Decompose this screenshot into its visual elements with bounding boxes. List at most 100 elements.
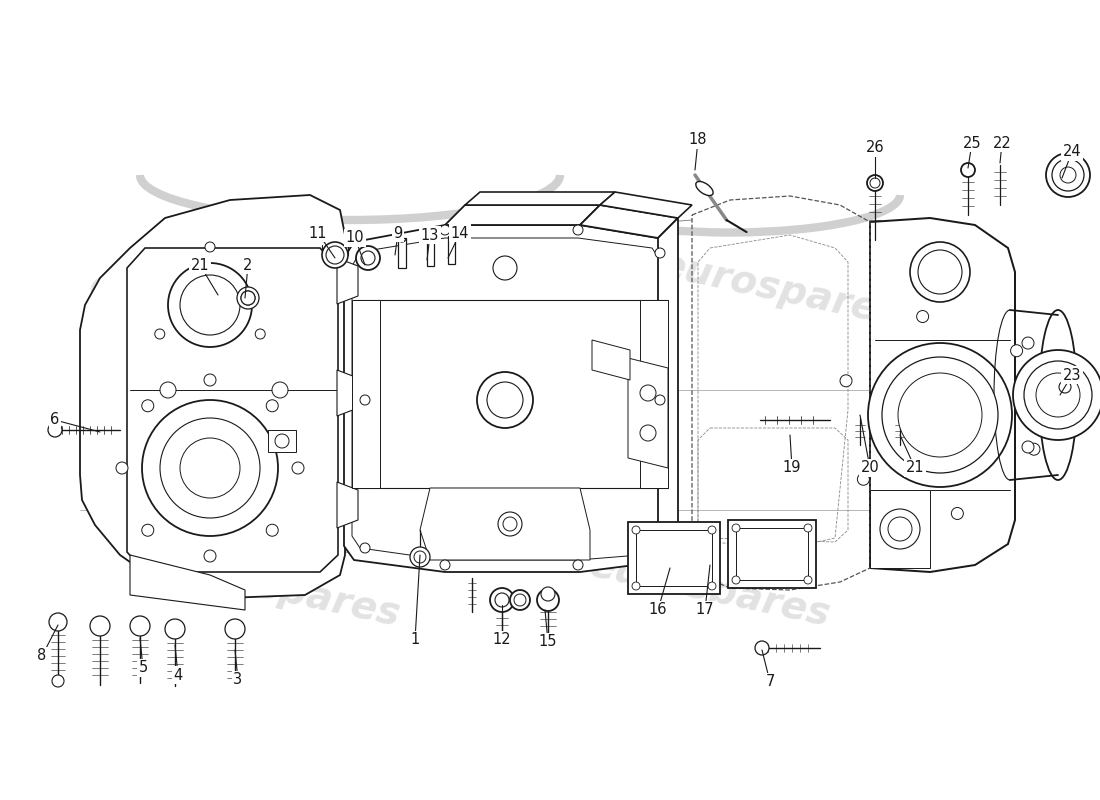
- Bar: [427, 238, 434, 266]
- Circle shape: [160, 418, 260, 518]
- Circle shape: [632, 526, 640, 534]
- Text: 23: 23: [1063, 367, 1081, 382]
- Text: 3: 3: [233, 673, 243, 687]
- Circle shape: [142, 524, 154, 536]
- Text: 14: 14: [451, 226, 470, 241]
- Circle shape: [1024, 361, 1092, 429]
- Circle shape: [1013, 350, 1100, 440]
- Circle shape: [360, 248, 370, 258]
- Circle shape: [275, 434, 289, 448]
- Polygon shape: [592, 340, 630, 380]
- Circle shape: [236, 287, 258, 309]
- Bar: [636, 530, 712, 586]
- Circle shape: [1022, 441, 1034, 453]
- Circle shape: [180, 438, 240, 498]
- Circle shape: [155, 329, 165, 339]
- Circle shape: [487, 382, 522, 418]
- Circle shape: [503, 517, 517, 531]
- Text: 9: 9: [394, 226, 403, 241]
- Circle shape: [867, 175, 883, 191]
- Circle shape: [732, 524, 740, 532]
- Circle shape: [918, 250, 962, 294]
- Circle shape: [804, 524, 812, 532]
- Circle shape: [537, 589, 559, 611]
- Circle shape: [165, 619, 185, 639]
- Circle shape: [50, 613, 67, 631]
- Circle shape: [477, 372, 534, 428]
- Circle shape: [857, 474, 869, 486]
- Circle shape: [573, 225, 583, 235]
- Bar: [398, 238, 406, 268]
- Bar: [628, 522, 720, 594]
- Circle shape: [360, 395, 370, 405]
- Text: 8: 8: [37, 649, 46, 663]
- Circle shape: [573, 560, 583, 570]
- Polygon shape: [870, 490, 930, 568]
- Text: 2: 2: [243, 258, 253, 273]
- Text: 21: 21: [905, 461, 924, 475]
- Circle shape: [255, 329, 265, 339]
- Circle shape: [48, 423, 62, 437]
- Circle shape: [654, 543, 666, 553]
- Circle shape: [52, 675, 64, 687]
- Polygon shape: [600, 192, 692, 218]
- Circle shape: [160, 382, 176, 398]
- Circle shape: [168, 263, 252, 347]
- Circle shape: [440, 225, 450, 235]
- Text: eurospares: eurospares: [586, 546, 834, 634]
- Text: 17: 17: [695, 602, 714, 618]
- Circle shape: [226, 619, 245, 639]
- Circle shape: [1046, 153, 1090, 197]
- Circle shape: [888, 517, 912, 541]
- Polygon shape: [658, 218, 678, 550]
- Bar: [268, 430, 296, 452]
- Ellipse shape: [1040, 310, 1077, 480]
- Circle shape: [204, 374, 216, 386]
- Polygon shape: [640, 300, 668, 488]
- Text: 7: 7: [766, 674, 774, 690]
- Polygon shape: [580, 205, 678, 238]
- Circle shape: [868, 343, 1012, 487]
- Text: eurospares: eurospares: [406, 236, 654, 324]
- Text: 11: 11: [309, 226, 328, 241]
- Circle shape: [632, 582, 640, 590]
- Circle shape: [910, 242, 970, 302]
- Bar: [448, 236, 455, 264]
- Circle shape: [142, 400, 278, 536]
- Circle shape: [840, 374, 852, 386]
- Polygon shape: [352, 300, 379, 488]
- Circle shape: [870, 178, 880, 188]
- Circle shape: [640, 425, 656, 441]
- Polygon shape: [628, 358, 668, 468]
- Circle shape: [440, 560, 450, 570]
- Circle shape: [356, 246, 380, 270]
- Circle shape: [1028, 443, 1040, 455]
- Text: 5: 5: [139, 661, 147, 675]
- Circle shape: [961, 163, 975, 177]
- Circle shape: [640, 385, 656, 401]
- Text: 25: 25: [962, 135, 981, 150]
- Circle shape: [142, 400, 154, 412]
- Text: eurospares: eurospares: [86, 266, 334, 354]
- Circle shape: [1059, 381, 1071, 393]
- Polygon shape: [465, 192, 615, 205]
- Circle shape: [804, 576, 812, 584]
- Circle shape: [916, 310, 928, 322]
- Circle shape: [272, 382, 288, 398]
- Text: 13: 13: [421, 227, 439, 242]
- Text: 15: 15: [539, 634, 558, 650]
- Circle shape: [882, 357, 998, 473]
- Circle shape: [205, 242, 214, 252]
- Text: 16: 16: [649, 602, 668, 618]
- Circle shape: [732, 576, 740, 584]
- Text: 10: 10: [345, 230, 364, 246]
- Polygon shape: [126, 248, 338, 572]
- Circle shape: [755, 641, 769, 655]
- Text: 18: 18: [689, 133, 707, 147]
- Polygon shape: [130, 555, 245, 610]
- Text: eurospares: eurospares: [156, 546, 404, 634]
- Circle shape: [1036, 373, 1080, 417]
- Circle shape: [541, 587, 556, 601]
- Text: 19: 19: [783, 461, 801, 475]
- Text: 1: 1: [410, 633, 419, 647]
